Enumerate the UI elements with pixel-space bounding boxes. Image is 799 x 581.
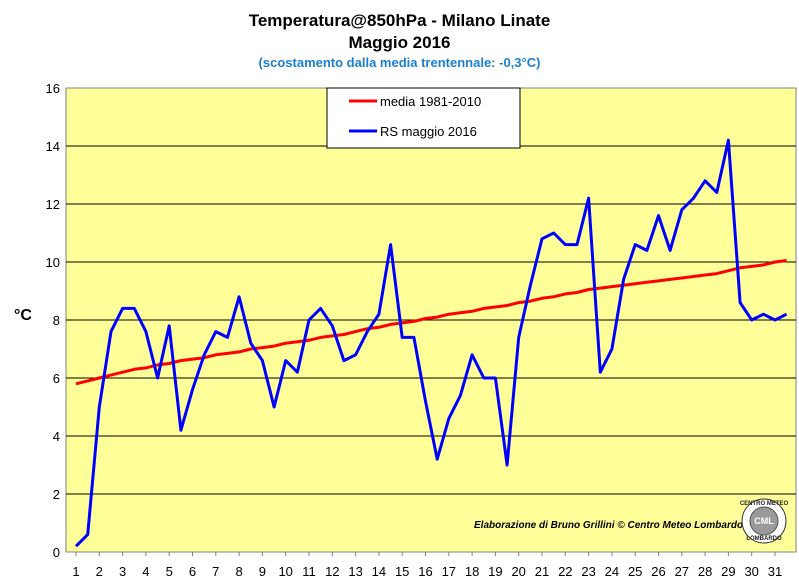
x-tick-label: 25 [628,564,642,579]
x-tick-label: 19 [488,564,502,579]
x-tick-label: 1 [72,564,79,579]
y-tick-label: 6 [53,371,60,386]
logo-bottom-text: LOMBARDO [746,536,782,542]
x-tick-label: 4 [142,564,149,579]
chart-subtitle-anomaly: (scostamento dalla media trentennale: -0… [258,55,541,70]
cml-logo: CENTRO METEO LOMBARDO CML [740,498,789,544]
logo-center-text: CML [754,516,774,526]
legend-label-mean: media 1981-2010 [380,94,481,109]
y-tick-label: 14 [46,139,60,154]
chart-subtitle-month: Maggio 2016 [348,33,451,52]
x-tick-label: 20 [511,564,525,579]
x-tick-label: 24 [605,564,619,579]
x-tick-label: 29 [721,564,735,579]
chart-title: Temperatura@850hPa - Milano Linate [248,11,551,30]
x-tick-label: 8 [235,564,242,579]
x-tick-label: 26 [651,564,665,579]
x-tick-label: 11 [302,564,316,579]
logo-top-text: CENTRO METEO [740,501,789,507]
x-tick-label: 17 [442,564,456,579]
series-layer [74,138,788,548]
gridlines [66,145,796,495]
x-tick-label: 2 [96,564,103,579]
x-tick-label: 12 [325,564,339,579]
x-tick-label: 28 [698,564,712,579]
legend: media 1981-2010 RS maggio 2016 [326,87,521,149]
x-tick-label: 31 [768,564,782,579]
x-tick-label: 15 [395,564,409,579]
x-tick-label: 9 [259,564,266,579]
x-tick-label: 30 [744,564,758,579]
y-tick-label: 8 [53,313,60,328]
x-axis-ticks: 1 2 3 4 5 6 7 8 9 10 11 12 13 14 15 16 17 18 19 20 21 22 23 24 2… [72,552,782,579]
series-line-observed [74,138,788,548]
y-tick-label: 2 [53,487,60,502]
x-tick-label: 13 [348,564,362,579]
x-tick-label: 21 [535,564,549,579]
y-axis-label: °C [14,307,32,324]
credit-text: Elaborazione di Bruno Grillini © Centro … [474,520,743,531]
y-axis-ticks: 0 2 4 6 8 10 12 14 16 [46,81,60,560]
y-tick-label: 4 [53,429,60,444]
legend-label-observed: RS maggio 2016 [380,124,477,139]
x-tick-label: 27 [675,564,689,579]
x-tick-label: 7 [212,564,219,579]
x-tick-label: 14 [372,564,386,579]
series-line-mean [75,259,787,386]
x-tick-label: 16 [418,564,432,579]
y-tick-label: 12 [46,197,60,212]
x-tick-label: 5 [166,564,173,579]
y-tick-label: 16 [46,81,60,96]
x-tick-label: 22 [558,564,572,579]
x-tick-label: 18 [465,564,479,579]
x-tick-label: 10 [278,564,292,579]
y-tick-label: 0 [53,545,60,560]
x-tick-label: 23 [581,564,595,579]
x-tick-label: 6 [189,564,196,579]
y-tick-label: 10 [46,255,60,270]
x-tick-label: 3 [119,564,126,579]
